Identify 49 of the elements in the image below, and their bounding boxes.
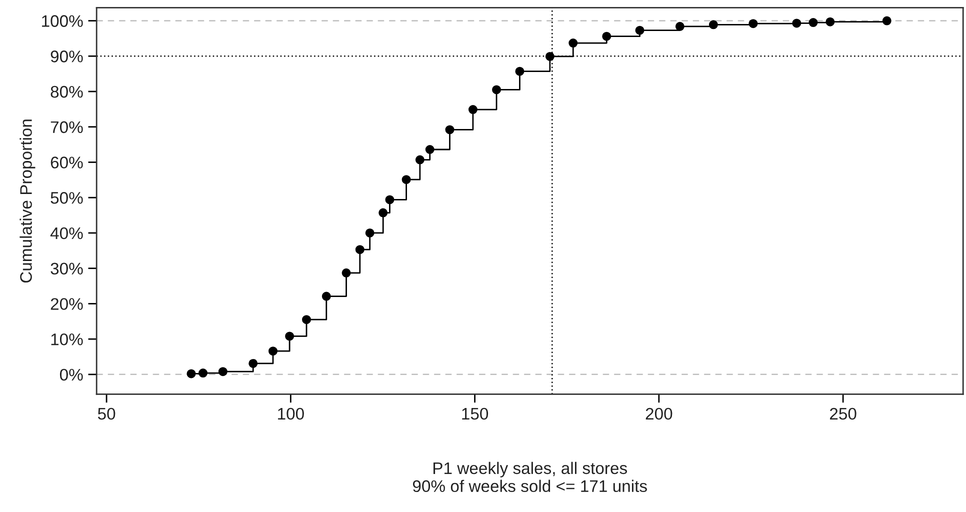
point bbox=[792, 18, 802, 28]
point bbox=[302, 315, 312, 324]
point bbox=[342, 268, 351, 278]
y-tick-label: 100% bbox=[42, 15, 83, 27]
point bbox=[445, 125, 454, 134]
y-tick-label: 20% bbox=[50, 298, 83, 310]
point bbox=[545, 52, 554, 61]
point bbox=[708, 20, 718, 30]
point bbox=[568, 38, 578, 48]
point bbox=[826, 17, 835, 26]
point bbox=[402, 175, 411, 184]
point bbox=[378, 208, 388, 218]
point bbox=[425, 145, 434, 154]
point bbox=[186, 369, 196, 378]
point bbox=[355, 245, 364, 254]
point bbox=[198, 368, 208, 378]
y-tick-label: 30% bbox=[50, 262, 83, 275]
point bbox=[365, 228, 374, 238]
point bbox=[602, 32, 612, 41]
point bbox=[322, 292, 331, 301]
point bbox=[415, 155, 424, 164]
y-tick-label: 60% bbox=[50, 156, 83, 168]
point bbox=[218, 367, 228, 376]
y-tick-label: 90% bbox=[50, 50, 83, 62]
y-tick-label: 70% bbox=[50, 121, 83, 134]
point bbox=[285, 332, 294, 341]
y-tick-label: 50% bbox=[50, 192, 83, 204]
y-tick-label: 40% bbox=[50, 227, 83, 240]
point bbox=[268, 346, 278, 356]
x-axis-title: P1 weekly sales, all stores 90% of weeks sold <= 171 units bbox=[412, 462, 647, 492]
point bbox=[492, 85, 502, 94]
point bbox=[468, 105, 478, 114]
x-tick-label: 50 bbox=[98, 408, 116, 420]
x-tick-label: 100 bbox=[278, 408, 304, 420]
y-tick-label: 0% bbox=[60, 368, 83, 381]
point bbox=[808, 18, 818, 28]
point bbox=[248, 358, 258, 368]
point bbox=[675, 22, 684, 31]
point bbox=[515, 66, 524, 76]
x-tick-label: 200 bbox=[646, 408, 672, 420]
point bbox=[882, 16, 892, 26]
point bbox=[385, 195, 394, 204]
y-axis-title: Cumulative Proportion bbox=[20, 120, 36, 283]
y-tick-label: 80% bbox=[50, 86, 83, 98]
x-tick-label: 250 bbox=[830, 408, 856, 420]
y-tick-label: 10% bbox=[51, 333, 83, 346]
point bbox=[635, 26, 644, 35]
point bbox=[748, 19, 758, 28]
x-tick-label: 150 bbox=[462, 408, 488, 420]
